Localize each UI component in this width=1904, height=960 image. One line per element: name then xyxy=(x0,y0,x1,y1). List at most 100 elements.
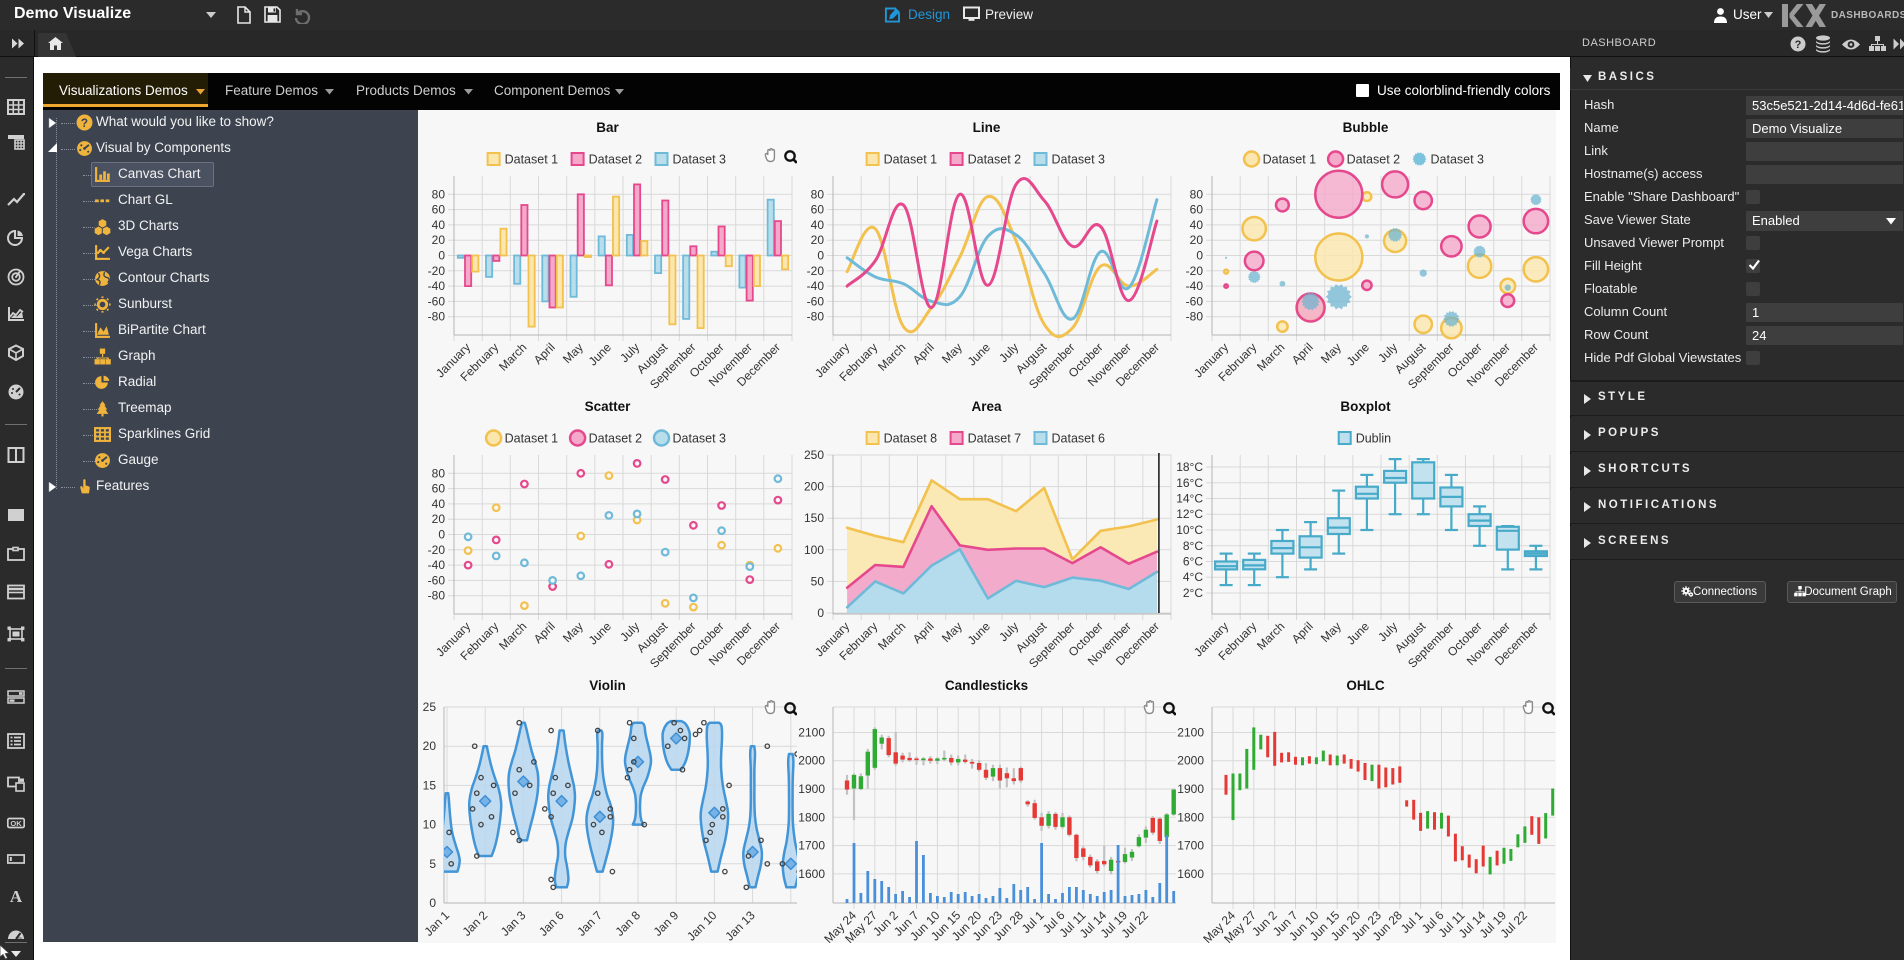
svg-text:Candlesticks: Candlesticks xyxy=(945,678,1028,693)
svg-text:Dataset 1: Dataset 1 xyxy=(505,153,559,167)
svg-text:200: 200 xyxy=(804,480,824,494)
svg-text:Violin: Violin xyxy=(589,678,626,693)
svg-text:250: 250 xyxy=(804,448,824,462)
svg-text:Dataset 1: Dataset 1 xyxy=(1263,153,1317,167)
svg-text:2000: 2000 xyxy=(1177,754,1204,768)
svg-text:March: March xyxy=(875,619,908,652)
svg-text:Jan 13: Jan 13 xyxy=(722,908,758,944)
svg-text:-80: -80 xyxy=(1186,310,1204,324)
svg-text:10: 10 xyxy=(423,818,437,832)
svg-text:-40: -40 xyxy=(428,558,446,572)
svg-text:March: March xyxy=(496,619,529,652)
svg-text:-60: -60 xyxy=(1186,294,1204,308)
svg-text:25: 25 xyxy=(423,700,437,714)
svg-text:April: April xyxy=(531,619,558,646)
svg-text:-80: -80 xyxy=(428,589,446,603)
svg-text:?: ? xyxy=(81,117,88,130)
svg-text:Line: Line xyxy=(973,120,1001,135)
svg-text:Dataset 7: Dataset 7 xyxy=(968,432,1022,446)
svg-text:2000: 2000 xyxy=(798,754,825,768)
svg-text:Jan 2: Jan 2 xyxy=(460,908,491,939)
svg-text:Bubble: Bubble xyxy=(1343,120,1389,135)
svg-text:-60: -60 xyxy=(428,294,446,308)
svg-text:1900: 1900 xyxy=(1177,782,1204,796)
svg-text:1600: 1600 xyxy=(1177,867,1204,881)
svg-text:April: April xyxy=(910,340,937,367)
svg-text:16°C: 16°C xyxy=(1176,476,1203,490)
svg-text:-20: -20 xyxy=(428,543,446,557)
svg-text:40: 40 xyxy=(432,218,446,232)
svg-text:Dataset 1: Dataset 1 xyxy=(505,432,559,446)
svg-text:Jan 7: Jan 7 xyxy=(574,908,605,939)
svg-text:14°C: 14°C xyxy=(1176,492,1203,506)
svg-text:April: April xyxy=(531,340,558,367)
svg-text:Jan 9: Jan 9 xyxy=(651,908,682,939)
svg-text:0: 0 xyxy=(817,606,824,620)
svg-text:20: 20 xyxy=(432,233,446,247)
svg-text:40: 40 xyxy=(1190,218,1204,232)
svg-text:1800: 1800 xyxy=(1177,810,1204,824)
svg-text:20: 20 xyxy=(423,739,437,753)
svg-text:2°C: 2°C xyxy=(1183,586,1203,600)
svg-text:40: 40 xyxy=(811,218,825,232)
svg-text:Dataset 1: Dataset 1 xyxy=(884,153,938,167)
svg-text:-40: -40 xyxy=(1186,279,1204,293)
svg-text:Dataset 2: Dataset 2 xyxy=(1347,153,1401,167)
svg-text:May: May xyxy=(1318,619,1344,645)
svg-text:March: March xyxy=(875,340,908,373)
svg-text:80: 80 xyxy=(1190,187,1204,201)
svg-text:-20: -20 xyxy=(428,264,446,278)
svg-text:Scatter: Scatter xyxy=(585,399,632,414)
svg-text:1700: 1700 xyxy=(1177,839,1204,853)
svg-text:June: June xyxy=(965,340,994,369)
svg-text:1900: 1900 xyxy=(798,782,825,796)
svg-text:60: 60 xyxy=(811,203,825,217)
svg-text:Dataset 3: Dataset 3 xyxy=(673,153,727,167)
svg-text:Jan 3: Jan 3 xyxy=(498,908,529,939)
svg-text:10°C: 10°C xyxy=(1176,523,1203,537)
svg-text:15: 15 xyxy=(423,778,437,792)
svg-text:1600: 1600 xyxy=(798,867,825,881)
svg-text:April: April xyxy=(910,619,937,646)
svg-text:60: 60 xyxy=(432,203,446,217)
svg-text:50: 50 xyxy=(811,574,825,588)
svg-text:18°C: 18°C xyxy=(1176,460,1203,474)
svg-text:8°C: 8°C xyxy=(1183,539,1203,553)
svg-text:80: 80 xyxy=(432,466,446,480)
svg-text:?: ? xyxy=(1795,39,1802,51)
svg-text:May: May xyxy=(1318,340,1344,366)
svg-text:Dataset 3: Dataset 3 xyxy=(673,432,727,446)
svg-text:40: 40 xyxy=(432,497,446,511)
svg-text:June: June xyxy=(1344,619,1373,648)
svg-text:Boxplot: Boxplot xyxy=(1340,399,1391,414)
svg-text:20: 20 xyxy=(811,233,825,247)
svg-text:Area: Area xyxy=(971,399,1002,414)
svg-text:Dataset 3: Dataset 3 xyxy=(1431,153,1485,167)
svg-text:Dataset 2: Dataset 2 xyxy=(589,432,643,446)
svg-text:-40: -40 xyxy=(807,279,825,293)
svg-text:1700: 1700 xyxy=(798,839,825,853)
svg-text:June: June xyxy=(1344,340,1373,369)
svg-text:A: A xyxy=(10,887,23,905)
svg-text:April: April xyxy=(1289,619,1316,646)
svg-text:80: 80 xyxy=(811,187,825,201)
svg-text:20: 20 xyxy=(1190,233,1204,247)
svg-text:June: June xyxy=(586,340,615,369)
svg-text:0: 0 xyxy=(438,528,445,542)
svg-text:Dataset 2: Dataset 2 xyxy=(589,153,643,167)
svg-text:Dublin: Dublin xyxy=(1356,432,1391,446)
svg-text:June: June xyxy=(586,619,615,648)
svg-text:April: April xyxy=(1289,340,1316,367)
svg-text:May: May xyxy=(560,619,586,645)
svg-text:0: 0 xyxy=(438,249,445,263)
svg-text:OHLC: OHLC xyxy=(1346,678,1384,693)
svg-text:Jan 6: Jan 6 xyxy=(536,908,567,939)
svg-text:Jan 1: Jan 1 xyxy=(421,908,452,939)
svg-text:100: 100 xyxy=(804,543,824,557)
svg-text:0: 0 xyxy=(1196,249,1203,263)
svg-text:OK: OK xyxy=(10,819,22,828)
svg-text:June: June xyxy=(965,619,994,648)
svg-text:-20: -20 xyxy=(1186,264,1204,278)
svg-text:0: 0 xyxy=(817,249,824,263)
svg-text:80: 80 xyxy=(432,187,446,201)
